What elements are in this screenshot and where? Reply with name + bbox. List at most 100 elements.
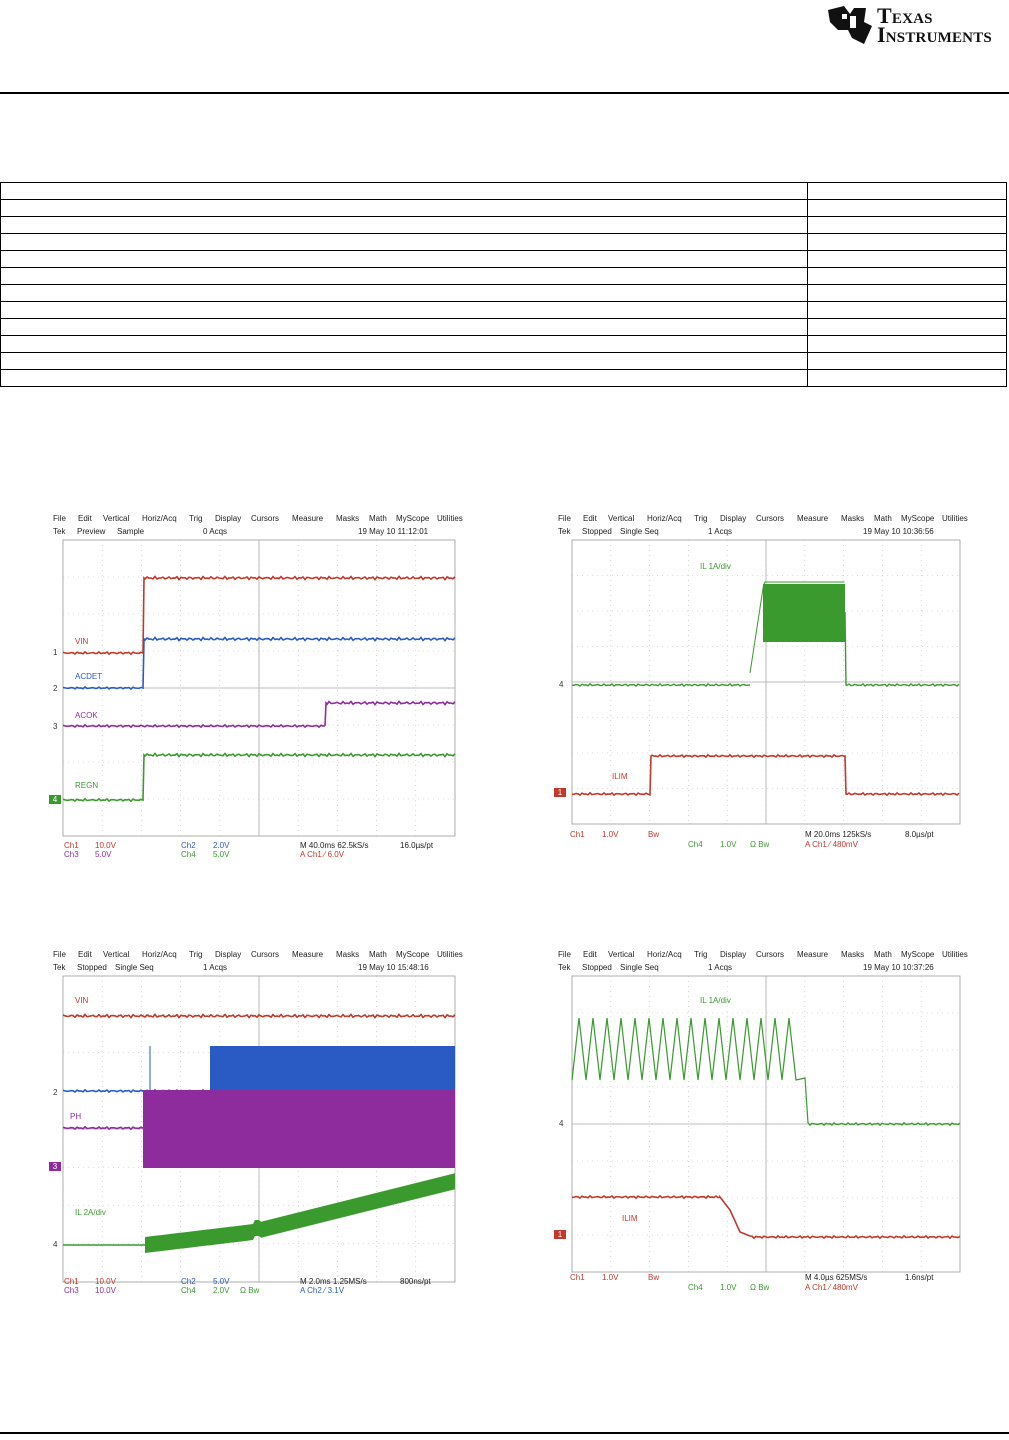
scope-2-canvas [571,539,961,825]
table-row [0,335,1007,353]
footer-ch2-scale: 5.0V [213,1277,230,1286]
menu-display[interactable]: Display [720,514,747,523]
marker-ch3: 3 [49,1162,61,1171]
footer-ch4-bw: Ω Bw [750,840,770,849]
logo-line-1: Texas [877,3,933,28]
menu-file[interactable]: File [558,950,571,959]
label-il: IL 1A/div [700,562,731,571]
menu-trig[interactable]: Trig [189,514,203,523]
menu-masks[interactable]: Masks [336,950,360,959]
menu-utilities[interactable]: Utilities [437,950,463,959]
menu-edit[interactable]: Edit [78,514,92,523]
status-acq: Single Seq [115,963,154,972]
menu-vertical[interactable]: Vertical [103,950,130,959]
status-brand: Tek [53,963,66,972]
menu-edit[interactable]: Edit [583,514,597,523]
status-datetime: 19 May 10 11:12:01 [358,527,429,536]
marker-ch1: 1 [554,1230,566,1239]
scope-1-canvas [62,539,456,837]
menu-myscope[interactable]: MyScope [396,514,430,523]
menu-edit[interactable]: Edit [583,950,597,959]
menu-file[interactable]: File [558,514,571,523]
menu-measure[interactable]: Measure [292,514,324,523]
status-mode: Preview [77,527,106,536]
menu-cursors[interactable]: Cursors [756,950,785,959]
ti-logo-icon [828,6,872,44]
marker-ch3: 3 [53,722,58,731]
menu-cursors[interactable]: Cursors [251,950,280,959]
menu-measure[interactable]: Measure [797,514,829,523]
label-acok: ACOK [75,711,98,720]
scope-1-traces [62,575,456,803]
menu-myscope[interactable]: MyScope [396,950,430,959]
menu-math[interactable]: Math [874,950,892,959]
menu-horizacq[interactable]: Horiz/Acq [142,514,177,523]
scope-3-menu-bar: File Edit Vertical Horiz/Acq Trig Display Curs… [45,948,465,962]
label-ilim: ILIM [612,772,628,781]
menu-vertical[interactable]: Vertical [608,950,635,959]
menu-trig[interactable]: Trig [189,950,203,959]
menu-myscope[interactable]: MyScope [901,514,935,523]
menu-cursors[interactable]: Cursors [756,514,785,523]
menu-masks[interactable]: Masks [336,514,360,523]
marker-ch1: 1 [53,648,58,657]
menu-math[interactable]: Math [369,950,387,959]
menu-horizacq[interactable]: Horiz/Acq [647,950,682,959]
table-row [0,369,1007,387]
menu-display[interactable]: Display [720,950,747,959]
status-mode: Stopped [582,527,612,536]
menu-vertical[interactable]: Vertical [103,514,130,523]
footer-ch2: Ch2 [181,841,196,850]
table-row [0,182,1007,200]
menu-display[interactable]: Display [215,950,242,959]
marker-ch4: 4 [559,1119,564,1128]
footer-timebase: M 20.0ms 125kS/s [805,830,872,839]
footer-trigger: A Ch1 ⁄ 480mV [805,1283,858,1292]
footer-ch1-bw: Bw [648,1273,660,1282]
footer-record: 8.0µs/pt [905,830,934,839]
menu-trig[interactable]: Trig [694,514,708,523]
scope-screenshot-1: File Edit Vertical Horiz/Acq Trig Display Curs… [45,512,465,862]
menu-myscope[interactable]: MyScope [901,950,935,959]
footer-trigger: A Ch2 ⁄ 3.1V [300,1286,345,1295]
menu-utilities[interactable]: Utilities [437,514,463,523]
footer-ch4: Ch4 [688,1283,703,1292]
scope-2-menu-bar: File Edit Vertical Horiz/Acq Trig Display Curs… [550,512,970,526]
menu-measure[interactable]: Measure [292,950,324,959]
status-acq: Single Seq [620,963,659,972]
scope-screenshot-3: File Edit Vertical Horiz/Acq Trig Display Curs… [45,948,465,1298]
table-row [0,233,1007,251]
marker-ch4: 4 [53,1240,58,1249]
menu-file[interactable]: File [53,950,66,959]
table-row [0,318,1007,336]
scope-3-traces [62,1013,456,1253]
menu-vertical[interactable]: Vertical [608,514,635,523]
footer-ch1-scale: 10.0V [95,1277,116,1286]
menu-cursors[interactable]: Cursors [251,514,280,523]
marker-ch1: 1 [554,788,566,797]
menu-file[interactable]: File [53,514,66,523]
status-acq: Single Seq [620,527,659,536]
status-acq: Sample [117,527,145,536]
label-il: IL 1A/div [700,996,731,1005]
scope-screenshot-4: File Edit Vertical Horiz/Acq Trig Display Curs… [550,948,970,1298]
footer-ch1-scale: 1.0V [602,830,619,839]
menu-measure[interactable]: Measure [797,950,829,959]
footer-trigger: A Ch1 ⁄ 6.0V [300,850,345,859]
menu-utilities[interactable]: Utilities [942,514,968,523]
menu-horizacq[interactable]: Horiz/Acq [142,950,177,959]
marker-ch2: 2 [53,1088,58,1097]
menu-utilities[interactable]: Utilities [942,950,968,959]
menu-trig[interactable]: Trig [694,950,708,959]
status-count: 1 Acqs [708,963,733,972]
footer-record: 16.0µs/pt [400,841,434,850]
menu-masks[interactable]: Masks [841,514,865,523]
footer-ch1: Ch1 [570,1273,585,1282]
menu-edit[interactable]: Edit [78,950,92,959]
footer-ch2-scale: 2.0V [213,841,230,850]
menu-display[interactable]: Display [215,514,242,523]
menu-math[interactable]: Math [874,514,892,523]
menu-masks[interactable]: Masks [841,950,865,959]
menu-horizacq[interactable]: Horiz/Acq [647,514,682,523]
menu-math[interactable]: Math [369,514,387,523]
